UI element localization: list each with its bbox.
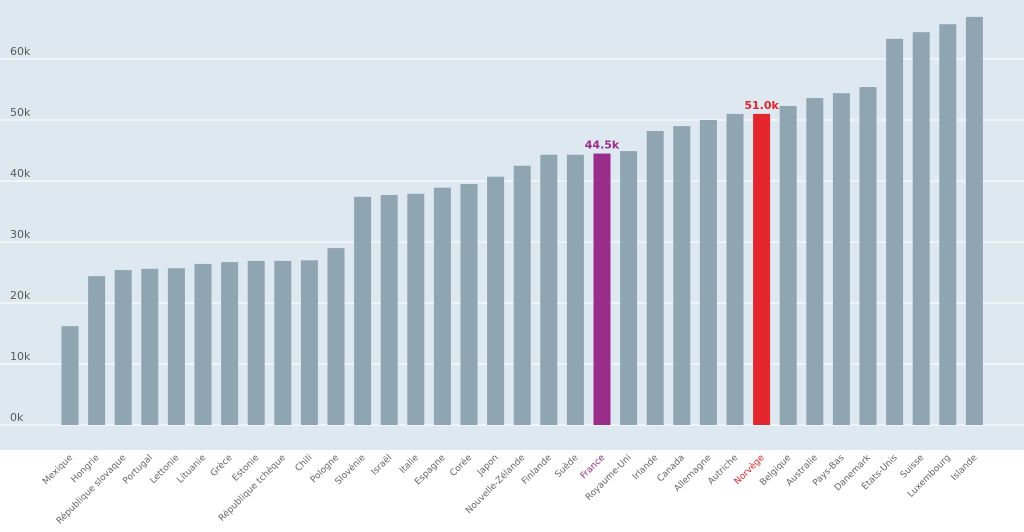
bar	[167, 268, 185, 425]
x-tick-label: Corée	[448, 452, 475, 479]
bar	[806, 98, 824, 425]
bar	[540, 154, 558, 425]
x-tick-label: Japon	[475, 453, 501, 479]
bar	[513, 165, 531, 425]
y-tick-label: 0k	[10, 411, 24, 424]
bar	[300, 260, 318, 425]
bar	[726, 113, 744, 426]
x-tick-label: Finlande	[520, 453, 554, 487]
x-tick-label: Suède	[553, 452, 581, 480]
bar	[380, 195, 398, 425]
bar	[274, 260, 292, 425]
y-tick-label: 20k	[10, 289, 31, 302]
x-tick-label: Grèce	[208, 452, 235, 479]
bar	[620, 151, 638, 426]
bar	[194, 263, 212, 425]
data-label: 51.0k	[744, 99, 779, 112]
bar	[699, 120, 717, 425]
y-tick-label: 40k	[10, 167, 31, 180]
y-tick-label: 30k	[10, 228, 31, 241]
bar	[221, 262, 239, 425]
x-tick-label: Israël	[370, 453, 394, 477]
bar	[566, 154, 584, 425]
bar	[832, 93, 850, 425]
bar	[673, 126, 691, 425]
x-tick-label: Italie	[398, 453, 421, 476]
bar	[886, 38, 904, 426]
y-tick-label: 10k	[10, 350, 31, 363]
bar	[859, 87, 877, 425]
bar	[779, 105, 797, 425]
x-tick-label: Chili	[294, 453, 315, 474]
bar	[141, 268, 159, 425]
bar	[61, 326, 79, 425]
x-tick-label: Islande	[950, 453, 980, 483]
bar	[88, 276, 106, 425]
x-tick-label: Mexique	[41, 453, 75, 487]
data-label: 44.5k	[585, 139, 620, 152]
bar	[912, 32, 930, 425]
bar	[433, 187, 451, 425]
bar	[247, 260, 265, 425]
bar	[114, 270, 132, 425]
bar	[939, 24, 957, 425]
bar	[327, 248, 345, 425]
bar	[646, 130, 664, 426]
bar	[354, 196, 372, 425]
bar	[407, 193, 425, 425]
bar	[460, 184, 478, 425]
y-tick-label: 50k	[10, 106, 31, 119]
bar	[487, 176, 505, 425]
bar	[965, 16, 983, 425]
x-tick-label: Lituanie	[176, 453, 209, 486]
y-tick-label: 60k	[10, 45, 31, 58]
bar	[753, 113, 771, 426]
bar	[593, 153, 611, 426]
